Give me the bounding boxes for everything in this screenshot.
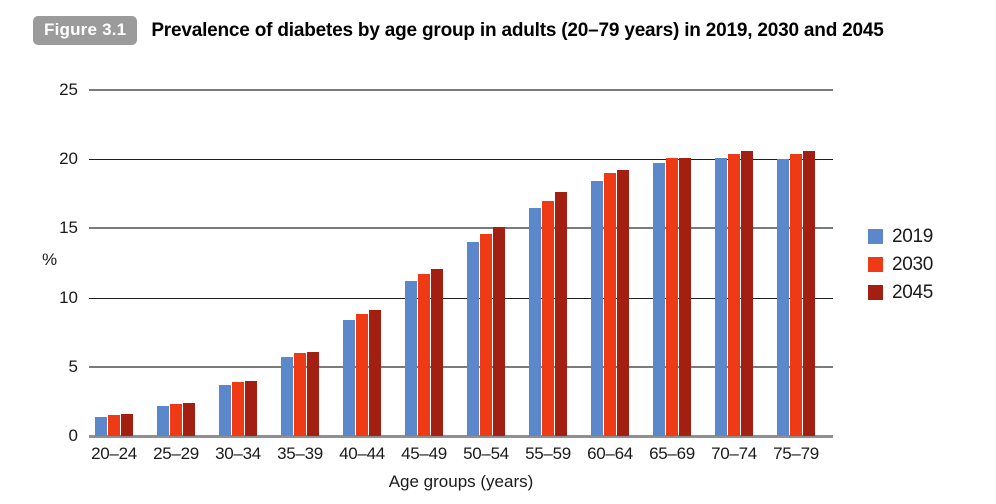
bar-2019-20–24 [95,416,107,436]
legend-item-2030: 2030 [868,255,933,274]
x-tick-label-65–69: 65–69 [649,444,695,463]
bar-2030-20–24 [108,415,120,436]
bar-2019-40–44 [343,319,355,436]
bar-group-35–39 [281,351,319,436]
legend-label-2045: 2045 [892,282,934,303]
figure-number-badge: Figure 3.1 [33,16,138,45]
x-tick-label-35–39: 35–39 [277,444,323,463]
x-tick-label-55–59: 55–59 [525,444,571,463]
bar-2030-25–29 [170,404,182,436]
bar-2030-35–39 [294,353,306,436]
x-tick-label-25–29: 25–29 [153,444,199,463]
bar-2019-70–74 [715,157,727,436]
legend-label-2019: 2019 [892,226,934,247]
bar-group-75–79 [777,150,815,436]
y-tick-label-0: 0 [68,426,78,445]
bar-2045-45–49 [431,268,443,436]
y-tick-label-10: 10 [59,288,78,307]
figure-title: Prevalence of diabetes by age group in a… [151,19,884,41]
bar-2045-50–54 [493,227,505,436]
bar-group-45–49 [405,268,443,436]
bar-2045-35–39 [307,351,319,436]
y-axis-title: % [42,250,58,269]
bar-2019-25–29 [157,405,169,436]
x-tick-label-45–49: 45–49 [401,444,447,463]
bar-2019-75–79 [777,159,789,436]
bar-2045-30–34 [245,380,257,436]
bar-2045-60–64 [617,170,629,436]
bar-2030-70–74 [728,153,740,436]
bar-group-65–69 [653,157,691,436]
x-tick-label-70–74: 70–74 [711,444,757,463]
legend-item-2019: 2019 [868,227,933,246]
x-axis-title: Age groups (years) [388,472,534,491]
bar-2030-40–44 [356,314,368,436]
bar-2019-45–49 [405,281,417,436]
bar-2045-55–59 [555,192,567,436]
bar-2030-55–59 [542,200,554,436]
y-tick-label-25: 25 [59,80,78,99]
bar-group-55–59 [529,192,567,436]
bar-2019-30–34 [219,384,231,436]
bar-group-50–54 [467,227,505,436]
bar-2019-60–64 [591,181,603,436]
gridline-10 [89,298,833,299]
bar-group-60–64 [591,170,629,436]
bar-2019-55–59 [529,207,541,436]
chart-legend: 2019 2030 2045 [868,227,933,302]
gridline-5 [89,366,833,368]
legend-item-2045: 2045 [868,283,933,302]
figure-header: Figure 3.1 Prevalence of diabetes by age… [33,16,884,45]
x-tick-label-40–44: 40–44 [339,444,385,463]
legend-swatch-2019 [868,229,883,244]
bar-2030-75–79 [790,153,802,436]
y-tick-label-15: 15 [59,218,78,237]
bar-2030-50–54 [480,233,492,436]
gridline-15 [89,227,833,229]
bar-2019-35–39 [281,357,293,436]
bar-2045-40–44 [369,310,381,436]
bar-group-20–24 [95,413,133,436]
bar-2030-45–49 [418,274,430,436]
x-tick-label-30–34: 30–34 [215,444,261,463]
bar-2045-65–69 [679,157,691,436]
bar-2045-75–79 [803,150,815,436]
gridline-0 [89,435,833,438]
bar-chart-plot-area [89,89,833,438]
gridline-20 [89,159,833,160]
bar-group-70–74 [715,150,753,436]
bar-2045-20–24 [121,413,133,436]
legend-swatch-2045 [868,285,883,300]
bar-2030-30–34 [232,382,244,436]
legend-swatch-2030 [868,257,883,272]
bar-2045-25–29 [183,402,195,436]
legend-label-2030: 2030 [892,254,934,275]
y-tick-label-20: 20 [59,149,78,168]
bar-2019-65–69 [653,163,665,436]
bar-group-30–34 [219,380,257,436]
x-tick-label-60–64: 60–64 [587,444,633,463]
x-tick-label-50–54: 50–54 [463,444,509,463]
bar-2019-50–54 [467,242,479,436]
bar-2030-60–64 [604,173,616,436]
x-tick-label-75–79: 75–79 [773,444,819,463]
bar-group-40–44 [343,310,381,436]
bar-group-25–29 [157,402,195,436]
y-tick-label-5: 5 [68,357,78,376]
gridline-25 [89,89,833,91]
x-tick-label-20–24: 20–24 [91,444,137,463]
bar-2045-70–74 [741,150,753,436]
bar-2030-65–69 [666,157,678,436]
